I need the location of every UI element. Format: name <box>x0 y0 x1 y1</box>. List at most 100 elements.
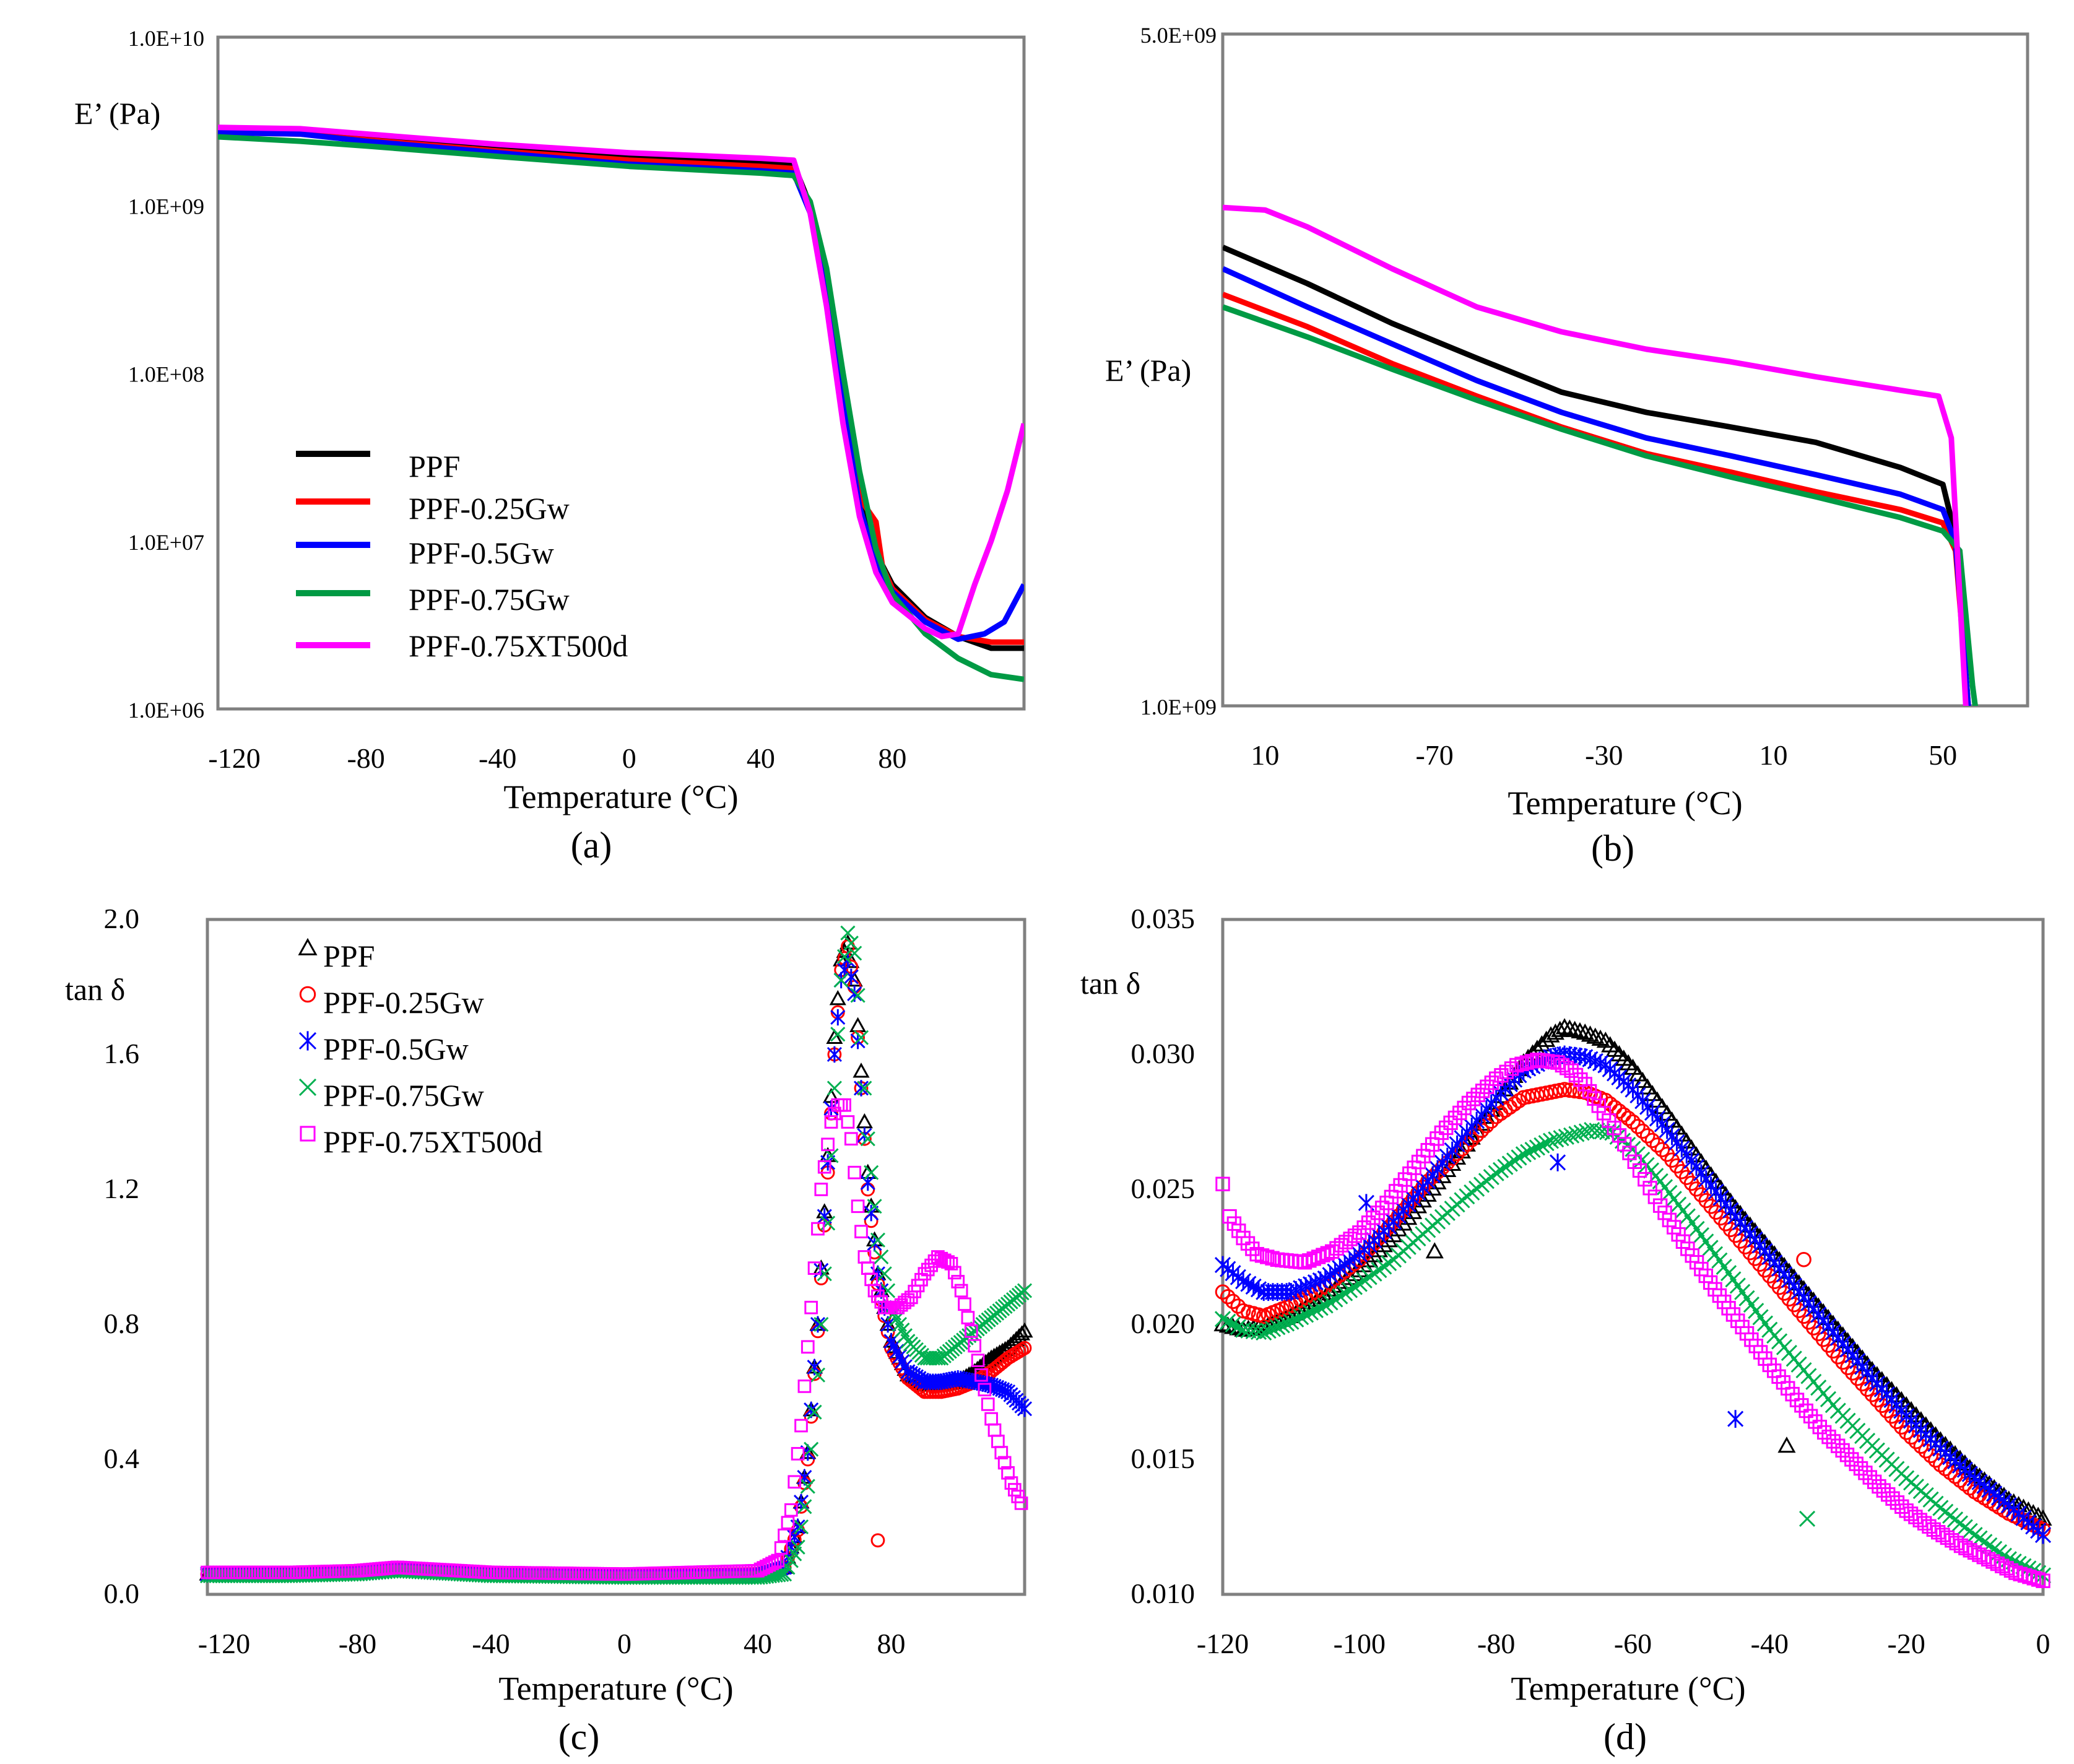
series-line-ppf-b <box>1223 245 1971 706</box>
x-axis-label-c: Temperature (°C) <box>498 1670 733 1707</box>
data-point-ppf-d <box>1638 1078 1657 1095</box>
data-point-ppf-0-75xt500d-d <box>1519 1055 1535 1070</box>
data-point-ppf-0-75xt500d-d <box>1816 1425 1832 1440</box>
data-point-ppf-0-75xt500d-d <box>1627 1154 1642 1170</box>
data-point-ppf-0-75xt500d-c <box>994 1446 1009 1459</box>
x-tick-label-c: -40 <box>472 1628 510 1659</box>
series-line-ppf-0-75xt500d-b <box>1223 204 1969 706</box>
data-point-ppf-0-75gw-d <box>1351 1275 1368 1292</box>
data-point-ppf-0-75xt500d-d <box>1976 1549 1992 1565</box>
data-point-ppf-0-75gw-c <box>840 925 856 941</box>
data-point-ppf-0-75xt500d-d <box>1596 1106 1612 1121</box>
data-point-ppf-0-75xt500d-d <box>2013 1566 2028 1582</box>
data-point-ppf-0-75gw-d <box>1288 1311 1304 1327</box>
series-markers-ppf-0-75gw-d <box>1214 1122 2052 1584</box>
data-point-ppf-d <box>1576 1023 1594 1040</box>
data-point-ppf-d <box>1571 1022 1589 1039</box>
data-point-ppf-0-75xt500d-c <box>788 1475 802 1489</box>
data-point-ppf-d <box>1586 1027 1605 1044</box>
data-point-ppf-0-75gw-c <box>807 1404 822 1420</box>
legend-label-ppf-0-5gw-c: PPF-0.5Gw <box>323 1032 469 1066</box>
data-point-ppf-0-75gw-d <box>1524 1141 1541 1158</box>
data-point-ppf-0-75xt500d-c <box>984 1412 998 1426</box>
x-tick-label-c: 0 <box>617 1628 631 1659</box>
y-tick-label-c: 0.8 <box>104 1308 140 1339</box>
data-point-ppf-0-75xt500d-d <box>1514 1056 1529 1071</box>
data-point-ppf-0-75gw-d <box>1511 1149 1527 1166</box>
panel-c: -120 -80 -40 0 40 800.00.40.81.21.62.0 PPFPPF… <box>65 903 1033 1757</box>
data-point-ppf-0-75gw-d <box>1553 1130 1569 1147</box>
series-b <box>1223 204 1978 706</box>
data-point-ppf-0-75xt500d-c <box>968 1339 982 1353</box>
data-point-ppf-0-75gw-d <box>1361 1269 1378 1285</box>
data-point-ppf-0-75gw-d <box>1520 1144 1537 1160</box>
data-point-ppf-c <box>853 1062 870 1078</box>
data-point-ppf-0-75gw-d <box>1264 1321 1282 1337</box>
data-point-ppf-d <box>1633 1071 1652 1088</box>
legend-box-c <box>263 926 672 1173</box>
data-point-ppf-0-5gw-d <box>2034 1526 2052 1544</box>
x-tick-label-a: -40 <box>479 742 516 774</box>
data-point-ppf-0-75xt500d-d <box>2017 1568 2033 1583</box>
data-point-ppf-0-5gw-d <box>1727 1410 1744 1428</box>
data-point-ppf-0-75xt500d-d <box>1524 1054 1540 1069</box>
data-point-ppf-0-75xt500d-c <box>1001 1466 1015 1480</box>
data-point-ppf-0-75gw-d <box>1312 1300 1329 1316</box>
data-point-ppf-0-25gw-d <box>1796 1252 1811 1267</box>
data-point-ppf-0-25gw-d <box>1634 1123 1651 1139</box>
data-point-ppf-d <box>1777 1436 1796 1453</box>
data-point-ppf-0-25gw-d <box>1556 1082 1573 1097</box>
data-point-ppf-0-75gw-c <box>850 988 866 1003</box>
data-point-ppf-0-75xt500d-c <box>797 1379 812 1393</box>
data-point-ppf-0-75gw-d <box>1317 1297 1334 1314</box>
data-point-ppf-0-75xt500d-d <box>1568 1067 1584 1083</box>
data-point-ppf-0-75xt500d-c <box>997 1456 1012 1470</box>
data-point-ppf-0-75gw-d <box>1307 1301 1324 1319</box>
data-point-ppf-0-75xt500d-d <box>1881 1487 1896 1502</box>
y-axis-label-c: tan δ <box>65 972 125 1007</box>
data-point-ppf-c <box>856 1113 873 1129</box>
data-point-ppf-0-75xt500d-d <box>1839 1448 1855 1462</box>
data-point-ppf-0-25gw-d <box>1225 1293 1241 1310</box>
data-point-ppf-0-75xt500d-d <box>2022 1569 2037 1584</box>
data-point-ppf-0-5gw-c <box>1017 1401 1033 1417</box>
data-point-ppf-0-75xt500d-d <box>2026 1571 2041 1586</box>
legend-label-ppf-05gw-a: PPF-0.5Gw <box>409 536 554 570</box>
data-point-ppf-0-75xt500d-d <box>1366 1210 1381 1225</box>
data-point-ppf-0-75gw-d <box>1256 1324 1272 1341</box>
panel-label-b: (b) <box>1591 828 1634 869</box>
data-point-ppf-0-75gw-d <box>1542 1132 1560 1149</box>
data-point-ppf-0-75xt500d-d <box>1316 1248 1330 1262</box>
series-markers-ppf-outliers-d <box>1425 1242 1796 1453</box>
data-point-ppf-0-75xt500d-d <box>1835 1443 1850 1458</box>
legend-label-ppf-075gw-a: PPF-0.75Gw <box>409 582 570 617</box>
plot-frame-c <box>206 918 1026 1596</box>
data-point-ppf-0-25gw-d <box>1649 1137 1665 1153</box>
data-point-ppf-0-75gw-d <box>1225 1316 1241 1333</box>
data-point-ppf-0-75gw-d <box>1381 1254 1397 1272</box>
data-point-ppf-0-75gw-d <box>1283 1313 1300 1330</box>
data-point-ppf-0-75xt500d-d <box>1831 1438 1846 1453</box>
y-tick-label-d: 0.025 <box>1131 1173 1195 1204</box>
data-point-ppf-0-75gw-d <box>1298 1306 1314 1323</box>
data-point-ppf-0-75xt500d-d <box>1260 1249 1275 1264</box>
data-point-ppf-0-75xt500d-d <box>1374 1201 1390 1215</box>
data-point-ppf-d <box>1542 1026 1560 1043</box>
y-tick-label-d: 0.015 <box>1131 1443 1195 1474</box>
data-point-ppf-0-75gw-d <box>1506 1152 1523 1169</box>
data-point-ppf-0-75xt500d-d <box>1311 1249 1326 1264</box>
series-line-ppf-a <box>218 127 1024 651</box>
data-point-ppf-0-75gw-c <box>810 1367 826 1383</box>
panel-a: -120 -80 -40 0 40 80 1.0E+06 1.0E+07 1.0E+08 1.0E… <box>74 26 1026 866</box>
data-point-ppf-d <box>1591 1029 1610 1046</box>
series-line-ppf-0-75gw-b <box>1223 304 1978 706</box>
data-point-ppf-0-75xt500d-d <box>1288 1254 1303 1269</box>
data-point-ppf-0-75xt500d-d <box>1647 1189 1663 1204</box>
data-point-ppf-0-75gw-c <box>870 1232 886 1248</box>
legend-label-ppf-0-75xt500d-c: PPF-0.75XT500d <box>323 1124 542 1159</box>
data-point-ppf-0-75gw-d <box>1371 1262 1387 1279</box>
series-markers-ppf-0-75xt500d-d <box>1215 1053 2050 1588</box>
data-point-ppf-0-75gw-d <box>1538 1135 1555 1152</box>
data-point-ppf-0-75xt500d-d <box>1642 1181 1657 1196</box>
